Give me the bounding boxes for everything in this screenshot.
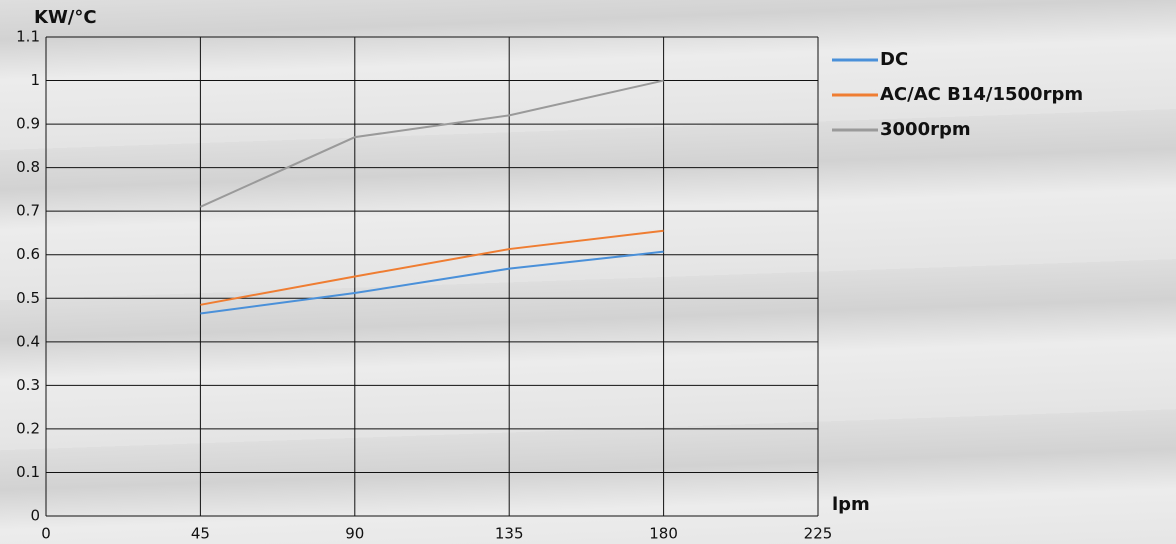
y-tick-label: 0.3 (16, 376, 40, 394)
y-axis-label: KW/°C (34, 7, 97, 28)
y-tick-label: 0.2 (16, 419, 40, 437)
y-tick-label: 0.4 (16, 332, 40, 350)
series-line (200, 229, 664, 306)
y-tick-label: 0.9 (16, 115, 40, 133)
y-tick-label: 0.1 (16, 463, 40, 481)
x-tick-label: 180 (649, 525, 678, 543)
x-tick-label: 225 (804, 525, 833, 543)
y-tick-label: 1.1 (16, 28, 40, 46)
y-tick-label: 0.7 (16, 202, 40, 220)
y-tick-label: 0.5 (16, 289, 40, 307)
series-line (200, 250, 664, 315)
x-axis-label: lpm (832, 494, 870, 515)
y-tick-label: 1 (30, 71, 40, 89)
legend-label: 3000rpm (880, 119, 971, 140)
series-line (199, 79, 664, 208)
legend-label: DC (880, 49, 908, 70)
y-tick-label: 0.6 (16, 245, 40, 263)
legend-label: AC/AC B14/1500rpm (880, 84, 1083, 105)
y-tick-label: 0.8 (16, 158, 40, 176)
y-tick-label: 0 (30, 507, 40, 525)
x-tick-label: 0 (41, 525, 51, 543)
x-tick-label: 45 (191, 525, 210, 543)
x-tick-label: 90 (345, 525, 364, 543)
x-tick-label: 135 (495, 525, 524, 543)
